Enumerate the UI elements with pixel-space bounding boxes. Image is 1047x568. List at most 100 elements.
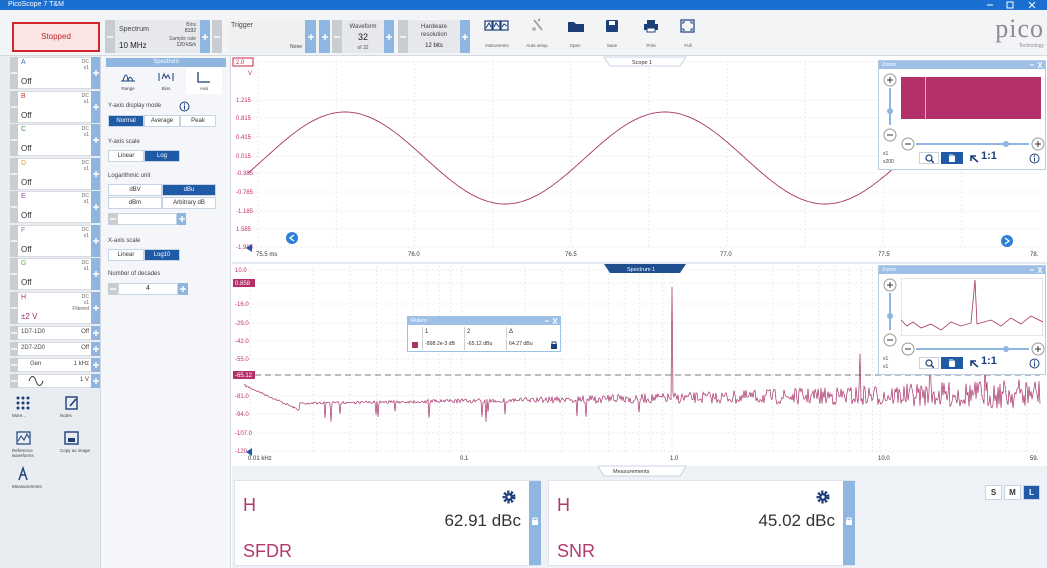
plus-button[interactable]	[91, 342, 100, 356]
settings-tab-icon-part	[197, 72, 210, 83]
segment-button[interactable]: Arbitrary dB	[162, 197, 216, 209]
tool-button[interactable]: Auto setup	[522, 14, 552, 54]
zoom-header-controls	[1030, 62, 1043, 68]
minus-button[interactable]	[10, 157, 18, 190]
waveform-block	[332, 20, 394, 53]
plus-button[interactable]	[91, 258, 100, 290]
side-tool[interactable]: More...	[12, 395, 50, 427]
zoom-hslider	[901, 342, 1045, 356]
zoom-tool-button[interactable]	[919, 357, 939, 369]
plus-button[interactable]	[91, 157, 100, 190]
plus-button[interactable]	[460, 20, 470, 53]
pan-tool-button[interactable]	[941, 152, 963, 164]
minus-button[interactable]	[10, 374, 18, 388]
ruler-lock-part	[551, 341, 557, 344]
plus-button[interactable]	[91, 224, 100, 257]
segment-button[interactable]: dBm	[108, 197, 162, 209]
hand-icon-part	[949, 154, 955, 157]
zoom-vslider	[883, 278, 897, 347]
minus-button[interactable]	[10, 191, 18, 223]
plus-button[interactable]	[91, 291, 100, 324]
segment-button[interactable]: Linear	[108, 150, 144, 162]
minus-button[interactable]	[10, 258, 18, 290]
minus-button[interactable]	[10, 57, 18, 89]
minus-button[interactable]	[108, 283, 118, 295]
zoom-tool-button[interactable]	[919, 152, 939, 164]
minus-button[interactable]	[10, 326, 18, 340]
minus-button[interactable]	[10, 291, 18, 324]
plus-button[interactable]	[200, 20, 210, 53]
side-tool[interactable]: Reference waveforms	[12, 430, 50, 462]
side-tool-icon-part	[16, 406, 20, 410]
plus-button[interactable]	[91, 374, 100, 388]
pan-tool-button[interactable]	[941, 357, 963, 369]
minus-button[interactable]	[10, 124, 18, 156]
size-button[interactable]: S	[985, 485, 1002, 500]
plus-button[interactable]	[91, 358, 100, 372]
channel-card[interactable]	[10, 291, 100, 324]
segment-button[interactable]: dBV	[108, 184, 162, 196]
segment-button[interactable]: dBu	[162, 184, 216, 196]
plus-button[interactable]	[91, 326, 100, 340]
tool-button[interactable]: Save	[597, 14, 627, 54]
side-tool[interactable]: Copy as image	[60, 430, 98, 462]
plus-button[interactable]	[305, 20, 316, 53]
channel-card[interactable]	[10, 157, 100, 190]
minus-button[interactable]	[10, 358, 18, 372]
measurement-side-strip[interactable]	[843, 481, 855, 565]
segment-button[interactable]: Log10	[144, 249, 180, 261]
segment-button[interactable]: Peak	[180, 115, 216, 127]
tool-button[interactable]: Full	[673, 14, 703, 54]
settings-tab-icon	[197, 72, 210, 83]
plus-button[interactable]	[319, 20, 330, 53]
plus-button[interactable]	[384, 20, 394, 53]
tool-button[interactable]: Instruments	[482, 14, 512, 54]
segment-button[interactable]: Average	[144, 115, 180, 127]
segment-button[interactable]: Normal	[108, 115, 144, 127]
settings-tab[interactable]: Axis	[186, 68, 222, 94]
rulers-column-header: Δ	[506, 327, 548, 338]
measurement-card[interactable]: H 62.91 dBc SFDR	[234, 480, 541, 566]
plus-button[interactable]	[91, 191, 100, 223]
measurement-lock	[532, 517, 538, 525]
side-tool[interactable]: Measurements	[12, 466, 50, 498]
segment-button[interactable]: Linear	[108, 249, 144, 261]
channel-card[interactable]	[10, 124, 100, 156]
plus-button[interactable]	[178, 283, 188, 295]
zoom-ratio[interactable]: 1:1	[981, 150, 997, 162]
tool-button[interactable]: Open	[560, 14, 590, 54]
channel-card[interactable]	[10, 224, 100, 257]
minus-button[interactable]	[10, 90, 18, 123]
plus-button[interactable]	[91, 124, 100, 156]
size-button[interactable]: L	[1023, 485, 1040, 500]
plus-icon	[92, 362, 99, 368]
minus-button[interactable]	[398, 20, 408, 53]
run-stop-button[interactable]: Stopped	[12, 22, 100, 52]
measurement-card[interactable]: H 45.02 dBc SNR	[548, 480, 855, 566]
minus-button[interactable]	[332, 20, 342, 53]
minus-button[interactable]	[108, 213, 117, 225]
side-tool-label: Reference waveforms	[12, 448, 34, 458]
settings-tab[interactable]: Range	[110, 68, 146, 94]
side-tool[interactable]: Notes	[60, 395, 98, 427]
plus-button[interactable]	[91, 90, 100, 123]
trigger-block	[228, 20, 320, 53]
plus-button[interactable]	[177, 213, 186, 225]
segment-button[interactable]: Log	[144, 150, 180, 162]
measurement-side-strip[interactable]	[529, 481, 541, 565]
decades-input[interactable]: 4	[118, 283, 178, 295]
settings-gear-part	[816, 490, 830, 504]
plus-button[interactable]	[91, 57, 100, 89]
scope-y-label: 0.815	[236, 116, 252, 122]
minus-button[interactable]	[105, 20, 115, 53]
minus-button[interactable]	[212, 20, 222, 53]
zoom-ratio[interactable]: 1:1	[981, 355, 997, 367]
side-tool-icon-part	[65, 396, 78, 410]
minus-button[interactable]	[10, 224, 18, 257]
tool-button[interactable]: Print	[636, 14, 666, 54]
size-button[interactable]: M	[1004, 485, 1021, 500]
channel-card[interactable]	[10, 191, 100, 223]
minus-button[interactable]	[10, 342, 18, 356]
settings-tab[interactable]: Bins	[148, 68, 184, 94]
